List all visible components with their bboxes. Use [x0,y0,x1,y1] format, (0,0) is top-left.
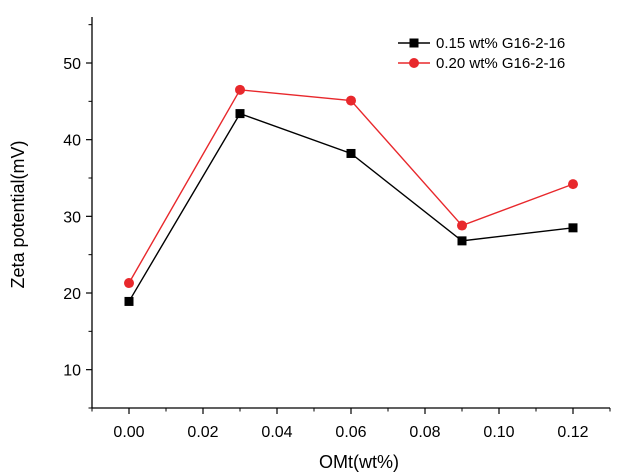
data-point-square [568,223,578,233]
x-tick-label: 0.08 [409,424,440,441]
legend-marker-square [409,38,419,48]
x-tick-label: 0.00 [113,424,144,441]
x-tick-label: 0.04 [261,424,292,441]
y-tick-label: 10 [63,363,81,380]
x-tick-label: 0.12 [557,424,588,441]
data-point-circle [568,179,578,190]
y-tick-label: 40 [63,133,81,150]
y-tick-label: 20 [63,286,81,303]
x-axis-title: OMt(wt%) [319,452,399,472]
y-tick-label: 30 [63,209,81,226]
legend-entry: 0.20 wt% G16-2-16 [398,55,565,72]
legend-entry: 0.15 wt% G16-2-16 [398,35,565,52]
y-axis-ticks: 10 20 30 40 50 [63,24,92,409]
x-axis-ticks: 0.00 0.02 0.04 0.06 0.08 0.10 0.12 [91,408,611,441]
legend: 0.15 wt% G16-2-16 0.20 wt% G16-2-16 [398,35,565,72]
data-point-circle [457,220,467,231]
series-2 [124,84,578,289]
x-tick-label: 0.06 [335,424,366,441]
data-point-square [124,296,134,306]
legend-marker-circle [409,58,419,68]
data-point-square [235,109,245,119]
series-layer [124,84,578,306]
x-tick-label: 0.02 [187,424,218,441]
data-point-square [346,148,356,158]
data-point-circle [235,84,245,95]
series-1 [124,109,578,306]
data-point-square [457,236,467,246]
series-line [128,112,574,302]
y-axis-title: Zeta potential(mV) [8,140,28,288]
data-point-circle [124,278,134,289]
x-tick-label: 0.10 [483,424,514,441]
legend-label: 0.20 wt% G16-2-16 [436,55,565,72]
y-tick-label: 50 [63,56,81,73]
data-point-circle [346,95,356,106]
legend-label: 0.15 wt% G16-2-16 [436,35,565,52]
series-line [128,89,574,284]
